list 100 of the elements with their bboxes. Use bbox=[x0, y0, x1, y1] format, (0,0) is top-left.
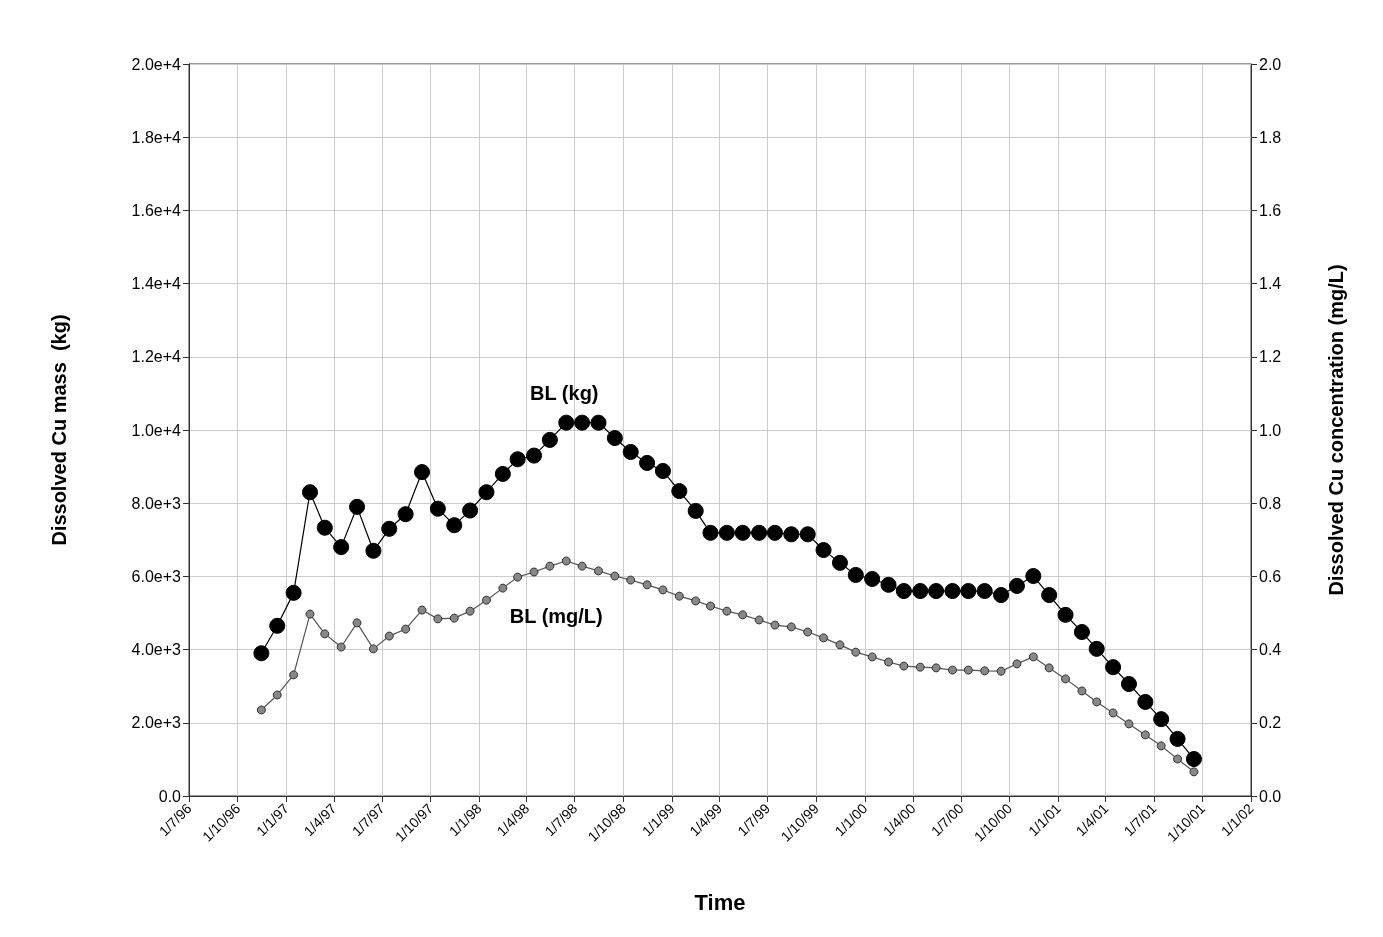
y-tick-label: 2.0e+3 bbox=[131, 714, 182, 732]
point bbox=[1092, 697, 1102, 707]
y2-tick-label: 1.8 bbox=[1259, 128, 1282, 146]
point bbox=[1153, 711, 1170, 728]
y2-tick-label: 1.2 bbox=[1259, 348, 1282, 366]
point bbox=[289, 670, 299, 680]
point bbox=[722, 606, 732, 616]
point bbox=[449, 613, 459, 623]
point bbox=[815, 542, 832, 559]
point bbox=[305, 609, 315, 619]
point bbox=[851, 647, 861, 657]
point bbox=[1105, 659, 1122, 676]
point bbox=[895, 583, 912, 600]
point bbox=[963, 665, 973, 675]
point bbox=[960, 583, 977, 600]
point bbox=[658, 585, 668, 595]
point bbox=[928, 583, 945, 600]
point bbox=[884, 657, 894, 667]
point bbox=[272, 690, 282, 700]
point bbox=[381, 520, 398, 537]
point bbox=[433, 614, 443, 624]
point bbox=[847, 566, 864, 583]
series-label: BL (mg/L) bbox=[509, 605, 603, 628]
point bbox=[734, 524, 751, 541]
point bbox=[285, 584, 302, 601]
point bbox=[316, 519, 333, 536]
x-axis-title: Time bbox=[694, 889, 746, 915]
point bbox=[751, 524, 768, 541]
point bbox=[674, 591, 684, 601]
point bbox=[766, 524, 783, 541]
point bbox=[1124, 719, 1134, 729]
point bbox=[462, 502, 479, 519]
point bbox=[1028, 652, 1038, 662]
point bbox=[912, 583, 929, 600]
point bbox=[417, 605, 427, 615]
y-axis-title: Dissolved Cu mass (kg) bbox=[48, 314, 70, 546]
point bbox=[706, 601, 715, 611]
y2-tick-label: 0.6 bbox=[1259, 567, 1282, 585]
y-tick-label: 8.0e+3 bbox=[131, 494, 182, 512]
point bbox=[671, 483, 688, 500]
y2-tick-label: 0.2 bbox=[1259, 714, 1282, 732]
y-tick-label: 4.0e+3 bbox=[131, 641, 182, 659]
point bbox=[574, 414, 591, 431]
point bbox=[541, 431, 558, 448]
y2-tick-label: 1.0 bbox=[1259, 421, 1282, 439]
point bbox=[738, 610, 748, 620]
point bbox=[498, 583, 508, 593]
y-tick-label: 2.0e+4 bbox=[131, 55, 182, 73]
point bbox=[481, 595, 491, 605]
y-tick-label: 1.0e+4 bbox=[131, 421, 182, 439]
point bbox=[626, 575, 636, 585]
point bbox=[429, 500, 446, 517]
point bbox=[1108, 708, 1118, 718]
point bbox=[593, 566, 603, 576]
point bbox=[478, 484, 495, 501]
point bbox=[384, 631, 394, 641]
point bbox=[256, 705, 266, 715]
point bbox=[1140, 730, 1150, 740]
point bbox=[606, 430, 623, 447]
point bbox=[494, 465, 511, 482]
point bbox=[465, 606, 475, 616]
point bbox=[622, 443, 639, 460]
point bbox=[915, 662, 925, 672]
point bbox=[1156, 741, 1166, 751]
point bbox=[349, 498, 366, 515]
point bbox=[545, 561, 555, 571]
y2-tick-label: 0.0 bbox=[1259, 787, 1282, 805]
y2-tick-label: 1.4 bbox=[1259, 275, 1282, 293]
point bbox=[526, 447, 543, 464]
point bbox=[980, 666, 990, 676]
point bbox=[1061, 674, 1071, 684]
point bbox=[1073, 624, 1090, 641]
point bbox=[786, 622, 796, 632]
y-tick-label: 1.8e+4 bbox=[131, 128, 182, 146]
point bbox=[947, 665, 957, 675]
y-tick-label: 1.2e+4 bbox=[131, 348, 182, 366]
point bbox=[561, 556, 571, 566]
point bbox=[1120, 676, 1137, 692]
point bbox=[558, 414, 575, 431]
point bbox=[1041, 587, 1058, 604]
point bbox=[687, 502, 704, 519]
point bbox=[253, 645, 270, 662]
point bbox=[867, 652, 877, 662]
point bbox=[1185, 751, 1202, 768]
point bbox=[333, 539, 350, 556]
point bbox=[702, 524, 719, 541]
point bbox=[944, 583, 961, 600]
point bbox=[1012, 659, 1022, 669]
point bbox=[320, 629, 330, 639]
point bbox=[446, 517, 463, 534]
point bbox=[993, 587, 1010, 604]
point bbox=[509, 451, 526, 468]
point bbox=[1173, 754, 1183, 764]
point bbox=[642, 580, 652, 590]
y2-axis-title: Dissolved Cu concentration (mg/L) bbox=[1325, 264, 1347, 596]
point bbox=[513, 572, 523, 582]
point bbox=[365, 542, 382, 559]
point bbox=[577, 561, 587, 571]
point bbox=[1025, 568, 1042, 585]
point bbox=[397, 506, 414, 523]
